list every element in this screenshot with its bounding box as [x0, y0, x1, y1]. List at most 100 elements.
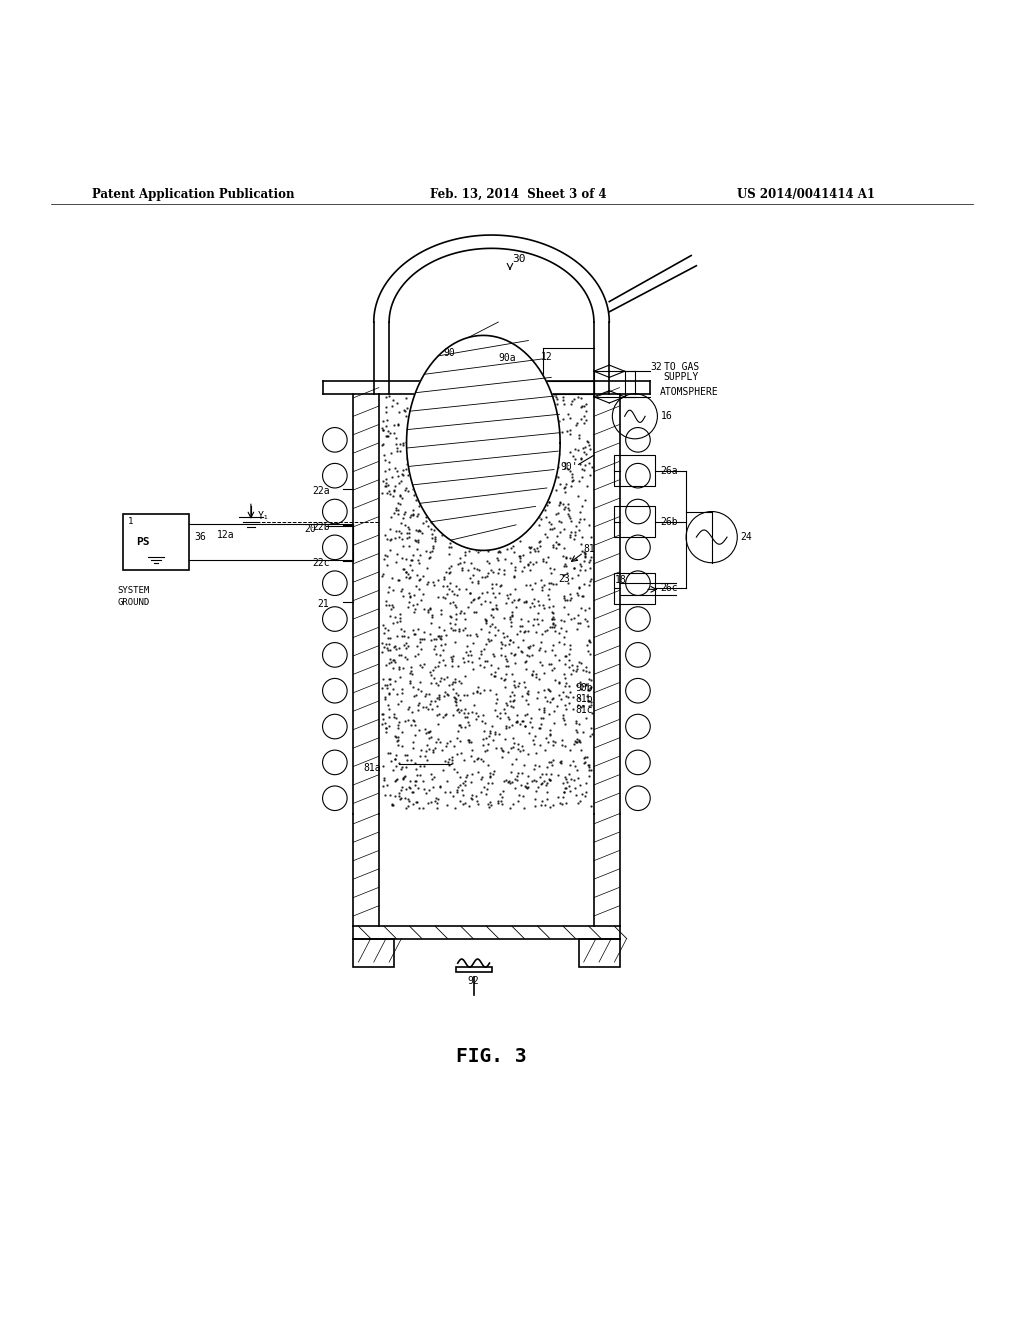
- Point: [444, 748, 461, 770]
- Point: [512, 500, 528, 521]
- Point: [486, 760, 503, 781]
- Point: [382, 598, 398, 619]
- Point: [407, 710, 423, 731]
- Point: [424, 768, 440, 789]
- Point: [424, 450, 440, 471]
- Point: [536, 697, 552, 718]
- Point: [538, 424, 554, 445]
- Point: [553, 421, 569, 442]
- Point: [515, 512, 531, 533]
- Point: [390, 656, 407, 677]
- Point: [394, 678, 411, 700]
- Point: [401, 586, 418, 607]
- Point: [474, 750, 490, 771]
- Point: [401, 777, 418, 799]
- Point: [477, 504, 494, 525]
- Point: [579, 409, 595, 430]
- Text: 81b: 81b: [575, 694, 593, 704]
- Point: [450, 447, 466, 469]
- Point: [483, 426, 500, 447]
- Point: [499, 447, 515, 469]
- Point: [530, 698, 547, 719]
- Point: [550, 631, 566, 652]
- Point: [498, 648, 514, 669]
- Point: [503, 520, 519, 541]
- Point: [541, 751, 557, 772]
- Point: [419, 750, 435, 771]
- Point: [526, 413, 543, 434]
- Point: [470, 541, 486, 562]
- Point: [387, 498, 403, 519]
- Point: [509, 766, 525, 787]
- Point: [454, 408, 470, 429]
- Point: [485, 438, 502, 459]
- Text: 22a: 22a: [312, 486, 330, 496]
- Point: [540, 788, 556, 809]
- Point: [557, 668, 573, 689]
- Point: [412, 473, 428, 494]
- Point: [482, 653, 499, 675]
- Point: [432, 458, 449, 479]
- Point: [550, 428, 566, 449]
- Point: [476, 486, 493, 507]
- Point: [517, 776, 534, 797]
- Point: [583, 718, 599, 739]
- Point: [480, 772, 497, 793]
- Point: [501, 717, 517, 738]
- Point: [475, 734, 492, 755]
- Point: [437, 704, 454, 725]
- Text: 90b: 90b: [575, 682, 593, 693]
- Point: [421, 445, 437, 466]
- Point: [551, 685, 567, 706]
- Point: [407, 529, 423, 550]
- Point: [452, 715, 468, 737]
- Point: [566, 733, 583, 754]
- Point: [575, 405, 592, 426]
- Point: [438, 795, 455, 816]
- Point: [473, 593, 489, 614]
- Point: [449, 762, 465, 783]
- Point: [473, 478, 489, 499]
- Point: [376, 770, 392, 791]
- Point: [459, 399, 475, 420]
- Point: [550, 622, 566, 643]
- Point: [471, 587, 487, 609]
- Point: [412, 494, 428, 515]
- Point: [477, 494, 494, 515]
- Point: [515, 671, 531, 692]
- Point: [480, 436, 497, 457]
- Point: [498, 593, 514, 614]
- Point: [543, 557, 559, 578]
- Point: [519, 684, 536, 705]
- Point: [522, 385, 539, 407]
- Point: [511, 545, 527, 566]
- Point: [422, 693, 438, 714]
- Point: [571, 560, 588, 581]
- Point: [446, 399, 463, 420]
- Point: [519, 405, 536, 426]
- Point: [482, 767, 499, 788]
- Point: [475, 504, 492, 525]
- Point: [411, 570, 427, 591]
- Point: [447, 603, 464, 624]
- Point: [377, 713, 393, 734]
- Point: [380, 628, 396, 649]
- Point: [568, 711, 585, 733]
- Point: [417, 484, 433, 506]
- Point: [460, 445, 476, 466]
- Point: [567, 784, 584, 805]
- Point: [514, 710, 530, 731]
- Point: [543, 562, 559, 583]
- Point: [410, 503, 426, 524]
- Point: [411, 550, 427, 572]
- Point: [506, 487, 522, 508]
- Point: [512, 546, 528, 568]
- Point: [431, 457, 447, 478]
- Point: [519, 776, 536, 797]
- Point: [498, 655, 514, 676]
- Point: [568, 582, 585, 603]
- Point: [389, 544, 406, 565]
- Point: [458, 404, 474, 425]
- Point: [542, 692, 558, 713]
- Point: [485, 430, 502, 451]
